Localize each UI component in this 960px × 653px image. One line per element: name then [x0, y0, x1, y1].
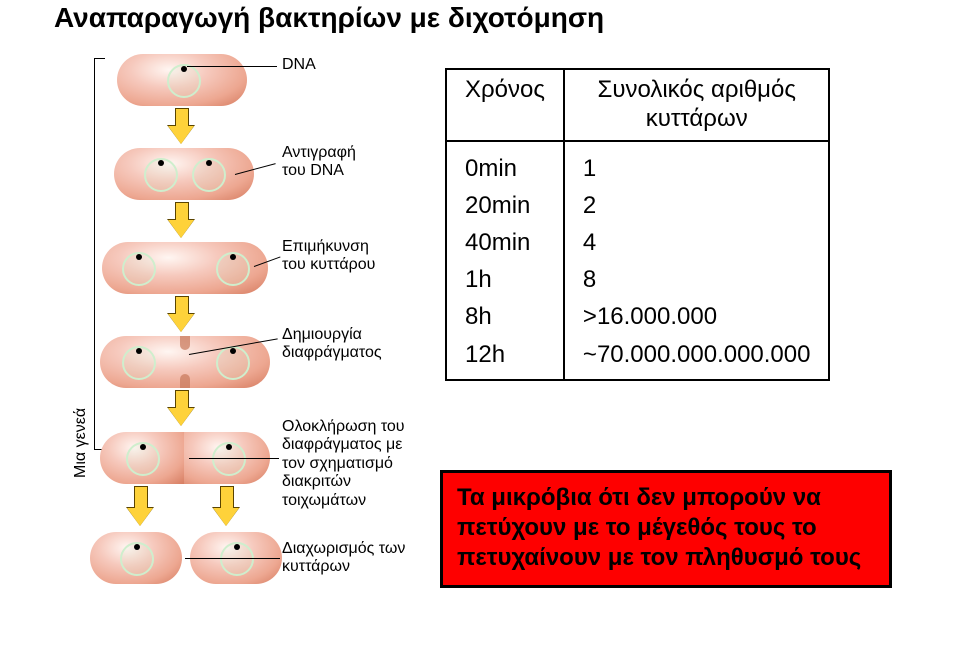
count-value: >16.000.000: [583, 298, 811, 335]
page-title: Αναπαραγωγή βακτηρίων με διχοτόμηση: [54, 2, 604, 34]
table-header-count: Συνολικός αριθμός κυττάρων: [564, 69, 830, 141]
table-times-cell: 0min 20min 40min 1h 8h 12h: [446, 141, 564, 380]
arrow-head-icon: [168, 126, 194, 144]
dna-origin-dot: [136, 254, 142, 260]
dna-origin-dot: [134, 544, 140, 550]
table-counts-cell: 1 2 4 8 >16.000.000 ~70.000.000.000.000: [564, 141, 830, 380]
time-value: 8h: [465, 298, 545, 335]
arrow-icon: [220, 486, 234, 510]
time-value: 1h: [465, 261, 545, 298]
dna-origin-dot: [226, 444, 232, 450]
step-label-2: Επιμήκυνση του κυττάρου: [282, 238, 375, 275]
cell-stage-1: [117, 54, 247, 106]
arrow-icon: [175, 108, 189, 128]
dna-origin-dot: [158, 160, 164, 166]
septum-top: [180, 336, 190, 350]
dna-origin-dot: [206, 160, 212, 166]
count-value: 1: [583, 150, 811, 187]
time-value: 0min: [465, 150, 545, 187]
growth-table: Χρόνος Συνολικός αριθμός κυττάρων 0min 2…: [445, 68, 830, 381]
leader-line: [187, 66, 277, 67]
cell-stage-5-left: [100, 432, 186, 484]
arrow-icon: [175, 296, 189, 316]
arrow-head-icon: [168, 220, 194, 238]
arrow-head-icon: [213, 508, 239, 526]
leader-line: [189, 458, 279, 459]
callout-box: Τα μικρόβια ότι δεν μπορούν να πετύχουν …: [440, 470, 892, 588]
cell-stage-3: [102, 242, 268, 294]
dna-origin-dot: [234, 544, 240, 550]
time-value: 40min: [465, 224, 545, 261]
dna-origin-dot: [230, 254, 236, 260]
count-value: 8: [583, 261, 811, 298]
arrow-icon: [175, 390, 189, 410]
cell-stage-2: [114, 148, 254, 200]
count-value: 2: [583, 187, 811, 224]
dna-origin-dot: [136, 348, 142, 354]
time-value: 20min: [465, 187, 545, 224]
leader-line: [185, 558, 280, 559]
table-header-time: Χρόνος: [446, 69, 564, 141]
step-label-5: Διαχωρισμός των κυττάρων: [282, 540, 405, 577]
dna-label: DNA: [282, 56, 316, 74]
arrow-head-icon: [168, 314, 194, 332]
arrow-head-icon: [168, 408, 194, 426]
arrow-icon: [175, 202, 189, 222]
arrow-head-icon: [127, 508, 153, 526]
septum-bottom: [180, 374, 190, 388]
cell-stage-6-left: [90, 532, 182, 584]
count-value: 4: [583, 224, 811, 261]
time-value: 12h: [465, 336, 545, 373]
count-value: ~70.000.000.000.000: [583, 336, 811, 373]
step-label-1: Αντιγραφή του DNA: [282, 144, 356, 181]
fission-diagram: Μια γενεά DNA Αντιγραφή του DNA Επιμήκυν…: [32, 48, 432, 648]
generation-bracket: [94, 58, 105, 450]
dna-origin-dot: [230, 348, 236, 354]
generation-label: Μια γενεά: [72, 408, 90, 478]
step-label-3: Δημιουργία διαφράγματος: [282, 326, 382, 363]
arrow-icon: [134, 486, 148, 510]
step-label-4: Ολοκλήρωση του διαφράγματος με τον σχημα…: [282, 418, 405, 510]
dna-origin-dot: [140, 444, 146, 450]
